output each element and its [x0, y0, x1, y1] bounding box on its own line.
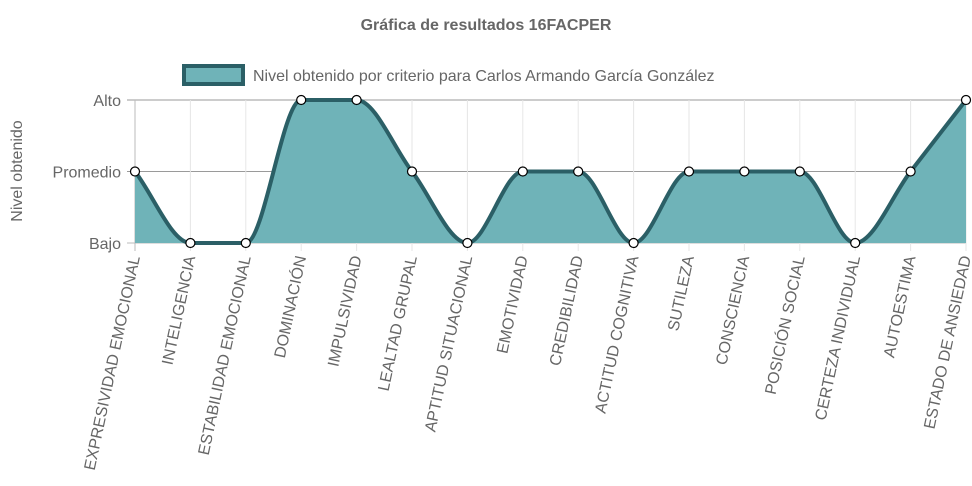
x-axis: EXPRESIVIDAD EMOCIONAL INTELIGENCIAESTABI…: [82, 254, 972, 472]
x-tick-label: EMOTIVIDAD: [494, 254, 531, 355]
data-point[interactable]: [185, 237, 196, 249]
x-tick-label: AUTOESTIMA: [881, 254, 919, 359]
data-point[interactable]: [462, 237, 473, 249]
x-tick-label: SUTILEZA: [665, 254, 698, 333]
data-point[interactable]: [351, 94, 362, 106]
y-tick-label: Alto: [93, 93, 121, 110]
data-point[interactable]: [905, 166, 916, 177]
data-point[interactable]: [794, 166, 805, 177]
legend-label: Nivel obtenido por criterio para Carlos …: [253, 68, 715, 85]
data-point[interactable]: [739, 166, 750, 177]
x-tick-label: IMPULSIVIDAD: [325, 254, 365, 368]
series-line: [133, 98, 968, 245]
legend[interactable]: Nivel obtenido por criterio para Carlos …: [182, 64, 715, 86]
y-axis: Bajo Promedio Alto: [53, 93, 122, 253]
chart-title: Gráfica de resultados 16FACPER: [361, 17, 612, 34]
plot-area: [129, 94, 972, 249]
y-tick-label: Bajo: [89, 236, 121, 253]
data-point[interactable]: [850, 237, 861, 249]
data-point[interactable]: [296, 94, 307, 106]
data-point[interactable]: [628, 237, 639, 249]
x-tick-label: CREDIBILIDAD: [547, 254, 587, 367]
x-tick-label: CONSCIENCIA: [714, 254, 754, 367]
data-point[interactable]: [573, 166, 584, 177]
data-point[interactable]: [960, 94, 972, 106]
x-tick-label: ESTADO DE ANSIEDAD: [922, 254, 972, 430]
legend-swatch: [182, 64, 245, 86]
x-tick-label: ESTABILIDAD EMOCIONAL: [196, 254, 255, 456]
data-point[interactable]: [683, 166, 695, 177]
x-tick-label: EXPRESIVIDAD EMOCIONAL: [82, 254, 144, 472]
data-point[interactable]: [240, 237, 251, 249]
x-tick-label: LEALTAD GRUPAL: [376, 254, 421, 392]
x-tick-label: APTITUD SITUACIONAL: [422, 254, 476, 433]
data-point[interactable]: [517, 166, 528, 177]
x-tick-label: ACTITUD COGNITIVA: [592, 254, 642, 415]
y-axis-title: Nivel obtenido: [9, 120, 26, 222]
data-point[interactable]: [406, 166, 418, 177]
y-tick-label: Promedio: [53, 165, 122, 182]
data-point[interactable]: [129, 166, 141, 177]
x-tick-label: INTELIGENCIA: [160, 254, 200, 367]
x-tick-label: DOMINACIÓN: [270, 254, 310, 360]
x-tick-label: POSICIÓN SOCIAL: [761, 254, 809, 396]
x-tick-label: CERTEZA INDIVIDUAL: [813, 254, 865, 422]
